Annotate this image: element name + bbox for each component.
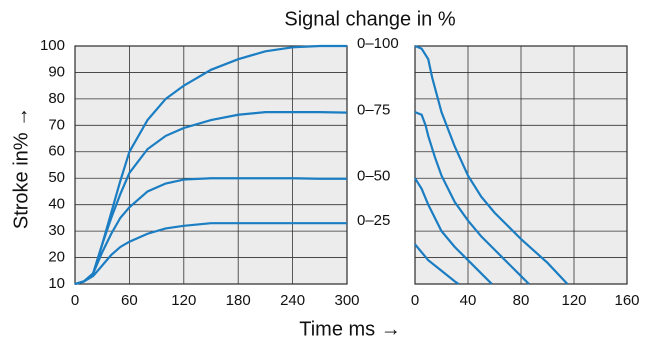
y-tick-label: 10 [48,275,65,292]
y-tick-label: 70 [48,116,65,133]
y-tick-label: 20 [48,249,65,266]
x-tick-label: 0 [411,292,419,309]
y-tick-label: 80 [48,90,65,107]
line [414,243,460,285]
x-tick-label: 40 [460,292,477,309]
line [414,177,493,285]
x-tick-label: 300 [334,292,359,309]
series-label: 0–50 [357,168,390,185]
line [74,177,347,286]
x-tick-label: 120 [561,292,586,309]
x-tick-label: 80 [513,292,530,309]
chart-title: Signal change in % [284,8,455,30]
x-tick-label: 240 [280,292,305,309]
y-axis-label: Stroke in% → [10,107,32,229]
x-axis-label: Time ms → [299,318,400,340]
line [74,111,348,286]
series-label: 0–75 [357,102,390,119]
series-label: 0–25 [357,212,390,229]
plot-area [74,45,348,285]
x-tick-label: 160 [614,292,639,309]
y-tick-label: 100 [40,37,65,54]
x-tick-label: 60 [121,292,138,309]
line [414,44,569,285]
y-tick-label: 60 [48,143,65,160]
y-tick-label: 40 [48,196,65,213]
line [414,111,530,285]
x-tick-label: 180 [226,292,251,309]
series-label: 0–100 [357,35,399,52]
y-tick-label: 30 [48,222,65,239]
x-tick-label: 120 [171,292,196,309]
y-tick-label: 50 [48,169,65,186]
y-tick-label: 90 [48,63,65,80]
line [74,222,347,286]
x-tick-label: 0 [71,292,79,309]
